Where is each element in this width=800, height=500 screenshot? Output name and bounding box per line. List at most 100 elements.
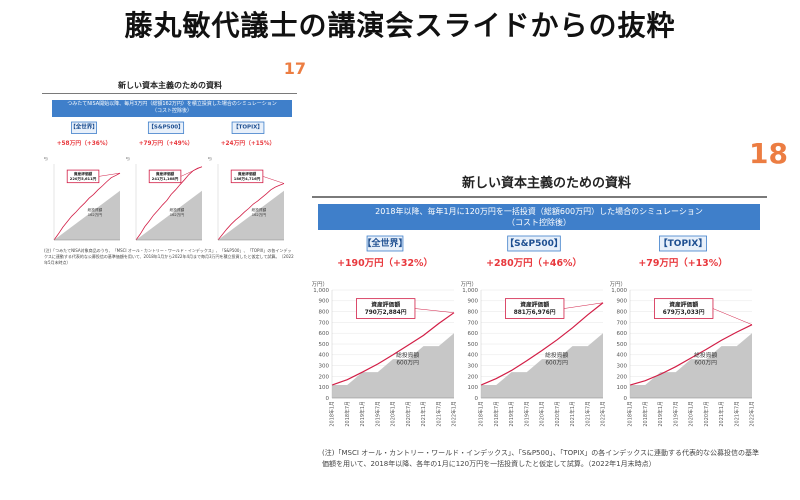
valuation-label: 資産評価額 [371,300,400,308]
y-tick-label: 400 [319,353,330,359]
x-tick-label: 2021年7月 [435,401,442,427]
index-label: 【全世界】 [362,237,407,249]
invested-area [136,190,202,240]
x-tick-label: 2022年1月 [749,401,756,427]
y-tick-label: 900 [617,299,628,305]
invested-amount: 162万円 [170,213,185,217]
index-label: 【TOPIX】 [659,238,708,249]
x-tick-label: 2020年7月 [554,401,561,427]
valuation-label: 資産評価額 [669,300,698,308]
gain-label: +190万円（+32%） [337,257,433,269]
invested-area [481,333,603,398]
y-tick-label: 800 [319,310,330,316]
chart-panel-0: 【全世界】 +58万円（+36%） （万円） 資産評価額220万5,611円総投資額1… [36,120,124,246]
chart-svg: 【TOPIX】 +79万円（+13%） （万円） 0 100 200 300 400 500 60… [604,235,756,427]
index-label-box [366,235,404,252]
footnote: (注)「つみたてNISA対象商品のうち、「MSCI オール・カントリー・ワールド… [44,248,294,265]
slide-number: 17 [283,59,306,78]
valuation-callout [356,298,416,319]
x-tick-label: 2021年7月 [733,401,740,427]
y-tick-label: 100 [319,385,330,391]
y-tick-label: 600 [617,331,628,337]
x-tick-label: 2020年1月 [688,401,695,427]
valuation-label: 資産評価額 [73,171,93,176]
y-tick-label: 200 [468,374,479,380]
valuation-line [53,172,121,241]
x-tick-label: 2019年1月 [657,401,664,427]
valuation-amount: 241万1,168円 [152,176,179,181]
index-label-box [71,121,97,134]
y-tick-label: 800 [468,310,479,316]
y-tick-label: 600 [468,331,479,337]
valuation-label: 資産評価額 [237,171,257,176]
invested-label: 総投資額 [88,207,103,212]
gain-label: +280万円（+46%） [486,257,582,269]
slide-title: 新しい資本主義のための資料 [118,81,222,90]
invested-area [630,333,752,398]
simulation-banner: 2018年以降、毎年1月に120万円を一括投資（総額600万円）した場合のシミュ… [318,204,760,230]
y-tick-label: 900 [468,299,479,305]
x-tick-label: 2018年1月 [627,401,634,427]
y-tick-label: 200 [617,374,628,380]
banner-subline: （コスト控除後） [507,218,571,227]
x-tick-label: 2022年1月 [451,401,458,427]
gain-label: +79万円（+49%） [139,139,194,147]
y-tick-label: 1,000 [611,288,627,294]
x-tick-label: 2020年7月 [405,401,412,427]
index-label-box [147,121,185,134]
x-tick-label: 2021年1月 [718,401,725,427]
banner-line: 2018年以降、毎年1月に120万円を一括投資（総額600万円）した場合のシミュ… [375,207,703,216]
valuation-line [135,166,203,241]
index-label: 【TOPIX】 [233,123,263,131]
gain-label: +58万円（+36%） [57,139,112,147]
index-label: 【S&P500】 [148,123,183,131]
invested-amount: 600万円 [545,360,568,367]
invested-amount: 600万円 [396,360,419,367]
y-tick-label: 500 [468,342,479,348]
footnote: (注)「MSCI オール・カントリー・ワールド・インデックス」、「S&P500」… [322,449,760,468]
x-tick-label: 2019年1月 [508,401,515,427]
y-tick-label: 400 [468,353,479,359]
invested-area [54,190,120,240]
y-tick-label: 0 [475,396,479,402]
y-unit: （万円） [208,156,214,161]
valuation-label: 資産評価額 [155,171,175,176]
title-divider [42,93,297,94]
valuation-amount: 881万6,976円 [514,309,556,316]
callout-pointer [180,166,203,177]
chart-panel-2: 【TOPIX】 +24万円（+15%） （万円） 資産評価額186万4,716円総投資… [200,120,288,246]
y-tick-label: 700 [319,320,330,326]
banner-line: つみたてNISA開始以降、毎月3万円（総額162万円）を積立投資した場合のシミュ… [67,101,277,107]
gain-label: +24万円（+15%） [221,139,276,147]
valuation-label: 資産評価額 [520,300,549,308]
valuation-amount: 186万4,716円 [234,176,261,181]
chart-svg: 【S&P500】 +79万円（+49%） （万円） 資産評価額241万1,168円総投… [118,121,203,241]
valuation-amount: 220万5,611円 [70,176,97,181]
invested-amount: 162万円 [252,213,267,217]
invested-label: 総投資額 [396,351,419,359]
x-tick-label: 2020年7月 [703,401,710,427]
chart-svg: 【全世界】 +190万円（+32%） （万円） 0 100 200 300 400 500 600… [306,235,458,427]
simulation-banner: つみたてNISA開始以降、毎月3万円（総額162万円）を積立投資した場合のシミュ… [52,100,292,117]
x-tick-label: 2021年7月 [584,401,591,427]
y-unit: （万円） [126,156,132,161]
y-tick-label: 300 [617,364,628,370]
y-tick-label: 100 [468,385,479,391]
y-tick-label: 600 [319,331,330,337]
x-tick-label: 2020年1月 [539,401,546,427]
invested-label: 総投資額 [694,351,717,359]
y-unit: （万円） [461,281,477,288]
x-tick-label: 2021年1月 [569,401,576,427]
invested-area [332,333,454,398]
x-tick-label: 2018年7月 [493,401,500,427]
x-tick-label: 2019年7月 [672,401,679,427]
invested-label: 総投資額 [545,351,568,359]
y-tick-label: 800 [617,310,628,316]
index-label: 【S&P500】 [505,238,563,249]
index-label: 【全世界】 [70,123,98,131]
slide-number: 18 [749,137,788,170]
callout-pointer [98,172,121,177]
invested-label: 総投資額 [252,207,267,212]
invested-label: 総投資額 [170,207,185,212]
y-tick-label: 1,000 [462,288,478,294]
